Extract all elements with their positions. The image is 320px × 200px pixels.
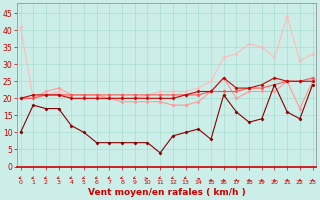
X-axis label: Vent moyen/en rafales ( km/h ): Vent moyen/en rafales ( km/h ) xyxy=(88,188,245,197)
